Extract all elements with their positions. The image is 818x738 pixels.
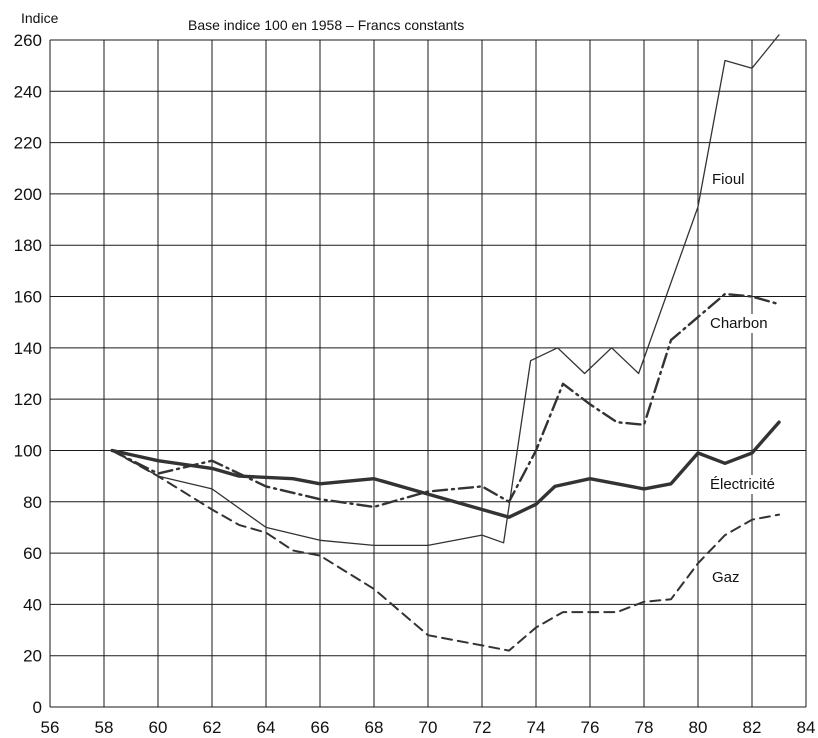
y-tick-label: 240 [14,82,42,101]
x-tick-label: 80 [689,718,708,737]
series-label-bg [707,475,779,494]
x-tick-label: 62 [203,718,222,737]
y-tick-label: 0 [33,698,42,717]
x-tick-label: 78 [635,718,654,737]
series-line-charbon [110,292,781,509]
y-tick-label: 200 [14,185,42,204]
series-label-electricite: Électricité [710,476,775,493]
y-tick-label: 20 [23,647,42,666]
x-tick-label: 58 [95,718,114,737]
series-label-gaz: Gaz [712,569,740,586]
y-tick-label: 220 [14,134,42,153]
y-tick-label: 80 [23,493,42,512]
x-tick-label: 60 [149,718,168,737]
series-label-fioul: Fioul [712,171,745,188]
series-label-bg [707,314,771,333]
y-axis-label: Indice [21,10,59,26]
series-line-fioul [111,34,780,547]
series-line-gaz [111,449,780,652]
x-tick-label: 66 [311,718,330,737]
series-label-bg [709,568,743,587]
series-lines [110,34,781,652]
x-tick-label: 84 [797,718,816,737]
series-label-charbon: Charbon [710,315,768,332]
y-tick-label: 40 [23,595,42,614]
y-tick-label: 60 [23,544,42,563]
x-tick-label: 74 [527,718,546,737]
y-tick-label: 160 [14,288,42,307]
y-tick-label: 140 [14,339,42,358]
y-tick-label: 180 [14,236,42,255]
x-tick-label: 56 [41,718,60,737]
x-tick-label: 64 [257,718,276,737]
y-tick-label: 100 [14,441,42,460]
x-tick-label: 68 [365,718,384,737]
series-line-electricite [110,420,781,519]
x-tick-label: 70 [419,718,438,737]
y-tick-label: 120 [14,390,42,409]
x-tick-label: 72 [473,718,492,737]
series-labels: Fioul Charbon Électricité Gaz [707,170,779,587]
series-label-bg [709,170,748,189]
x-tick-label: 76 [581,718,600,737]
axis-ticks: 56 58 60 62 64 66 68 70 72 74 76 78 80 82 84 0 20 40 60 80 1… [14,31,816,737]
grid [49,39,807,708]
x-tick-label: 82 [743,718,762,737]
chart-subtitle: Base indice 100 en 1958 – Francs constan… [188,17,464,33]
y-tick-label: 260 [14,31,42,50]
